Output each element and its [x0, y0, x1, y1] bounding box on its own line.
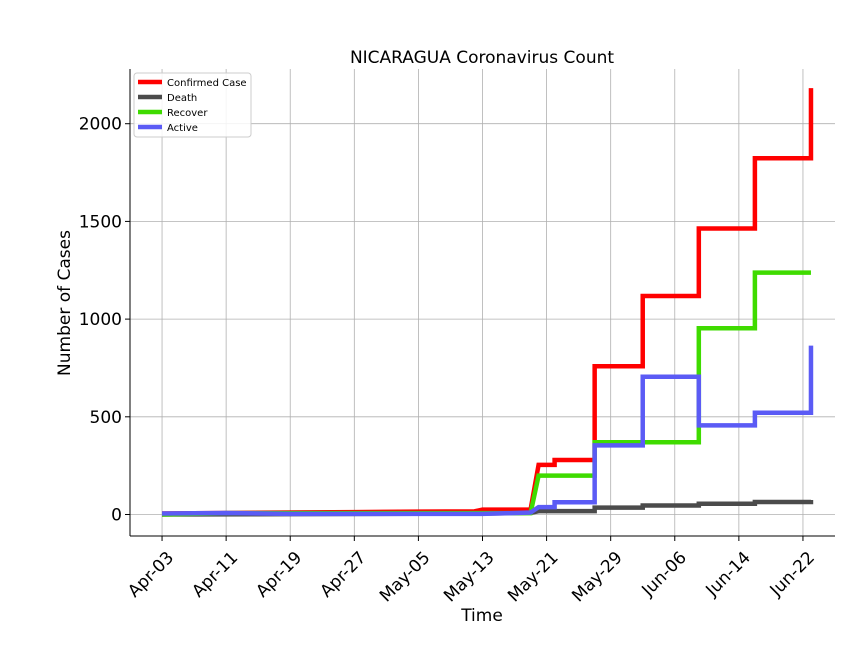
legend-frame	[133, 72, 252, 138]
y-ticks: 0 500 1000 1500 2000	[79, 115, 130, 526]
x-tick-label: Jun-22	[766, 548, 819, 601]
x-tick-label: Apr-19	[252, 548, 306, 602]
legend-label-active: Active	[167, 123, 198, 134]
x-tick-label: Jun-06	[638, 548, 691, 601]
x-tick-label: May-05	[376, 548, 434, 606]
legend: Confirmed Case Death Recover Active	[133, 72, 252, 138]
y-axis-label: Number of Cases	[55, 230, 75, 376]
series-line-confirmed-case	[162, 88, 814, 516]
x-axis-label: Time	[460, 606, 503, 626]
legend-label-death: Death	[167, 93, 197, 104]
x-tick-label: May-21	[504, 548, 562, 606]
series-line-active	[162, 345, 814, 517]
y-tick-label: 2000	[79, 115, 122, 135]
y-tick-label: 1000	[79, 310, 122, 330]
legend-label-recover: Recover	[167, 108, 208, 119]
x-tick-label: Jun-14	[702, 548, 755, 601]
y-tick-label: 1500	[79, 212, 122, 232]
x-tick-label: Apr-11	[188, 548, 242, 602]
plot-series	[162, 88, 814, 517]
grid	[130, 69, 835, 536]
x-ticks: Apr-03 Apr-11 Apr-19 Apr-27 May-05 May-13 May-…	[124, 536, 819, 606]
x-tick-label: May-13	[440, 548, 498, 606]
y-tick-label: 0	[111, 506, 122, 526]
legend-label-confirmed-case: Confirmed Case	[167, 78, 247, 89]
x-tick-label: May-29	[568, 548, 626, 606]
x-tick-label: Apr-03	[124, 548, 178, 602]
y-tick-label: 500	[90, 408, 122, 428]
x-tick-label: Apr-27	[317, 548, 371, 602]
chart-title: NICARAGUA Coronavirus Count	[350, 48, 614, 68]
series-line-recover	[162, 270, 811, 517]
